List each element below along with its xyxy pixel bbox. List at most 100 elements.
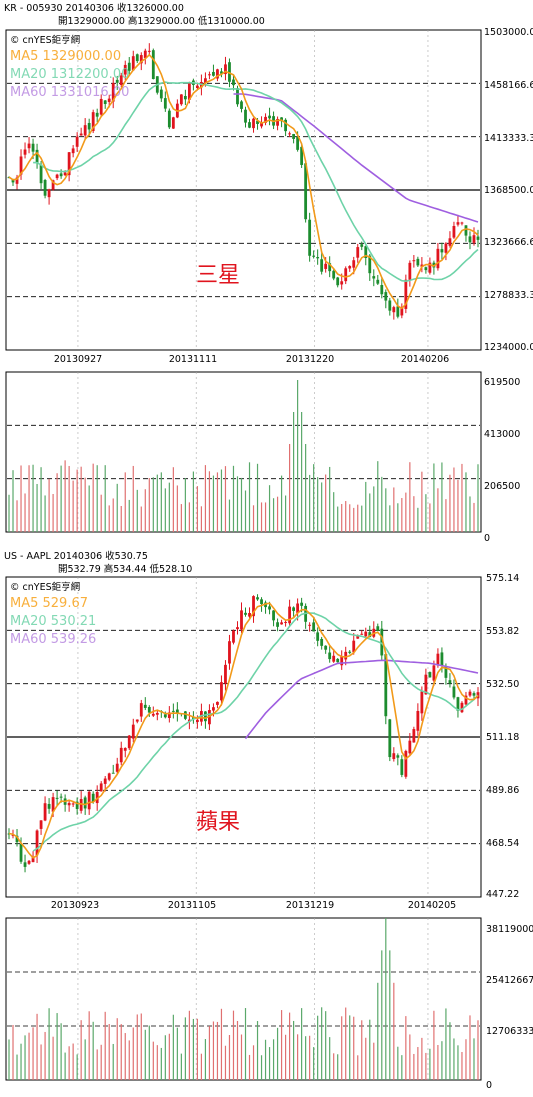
candle-body [95,112,99,117]
candle-body [31,857,35,863]
candle-body [404,279,408,309]
candle-body [472,235,476,243]
samsung-date-tick: 20131111 [169,354,217,365]
candle-body [212,71,215,76]
candle-body [420,264,424,267]
candle-body [436,248,440,269]
candle-body [380,285,384,295]
apple-date-axis: 20130923 20131105 20131219 20140205 [51,900,456,911]
candle-body [143,50,147,58]
candle-body [47,803,51,809]
samsung-price-tick: 1413333.3 [484,133,533,144]
candle-body [252,118,255,129]
candle-body [256,120,259,124]
samsung-price-tick: 1503000.0 [484,27,533,38]
candle-body [51,797,55,812]
candle-body [460,702,464,713]
candle-body [195,85,199,89]
samsung-price-tick: 1368500.0 [484,185,533,196]
apple-ma20-legend: MA20 530.21 [10,614,96,629]
candle-body [91,112,95,132]
candle-body [292,134,296,139]
samsung-price-gridlines [7,30,480,350]
candle-body [448,238,452,246]
apple-volume-tick: 0 [486,1080,492,1091]
samsung-volume-tick: 619500 [484,377,520,388]
candle-body [436,653,440,666]
samsung-volume-bars [8,380,479,532]
apple-price-tick: 532.50 [486,679,519,690]
candle-body [284,621,287,623]
candle-body [91,793,95,802]
candle-body [240,101,243,109]
candle-body [248,612,251,617]
candle-body [151,713,155,716]
candle-body [79,799,83,811]
candle-body [292,607,296,611]
candle-body [440,249,444,253]
candle-body [224,64,227,75]
candle-body [344,268,348,282]
candle-body [260,599,263,605]
candle-body [23,149,27,155]
candle-body [99,98,103,115]
samsung-candles [7,43,480,320]
candle-body [19,843,23,862]
candle-body [268,115,271,119]
apple-header-line2: 開532.79 高534.44 低528.10 [58,563,192,575]
candle-body [183,96,187,100]
candle-body [352,260,356,268]
candle-body [119,75,123,85]
candle-body [236,627,239,630]
candle-body [296,603,300,613]
candle-body [131,724,135,739]
candle-body [340,281,344,285]
candle-body [412,729,416,743]
candle-body [103,778,107,784]
candle-body [424,674,428,695]
candle-body [175,709,179,714]
candle-body [408,262,412,280]
candle-body [111,83,115,102]
candle-body [228,641,231,664]
candle-body [312,622,316,632]
candle-body [348,651,352,653]
candle-body [19,156,23,175]
candle-body [171,117,175,129]
candle-body [167,712,171,718]
candle-body [119,747,123,763]
samsung-price-tick: 1323666.6 [484,237,533,248]
candle-body [83,797,87,809]
candle-body [400,306,404,316]
samsung-price-tick: 1234000.0 [484,342,533,353]
candle-body [428,262,432,273]
candle-body [71,803,75,805]
candle-body [111,772,115,774]
candle-body [320,259,324,272]
candle-body [43,180,47,196]
candle-body [256,597,259,600]
samsung-volume-axis: 619500 413000 206500 0 [484,377,520,544]
candle-body [51,180,55,190]
candle-body [139,703,143,717]
candle-body [59,173,63,177]
apple-header-line1: US - AAPL 20140306 收530.75 [4,550,148,562]
candle-body [400,759,404,775]
candle-body [151,50,155,80]
candle-body [464,695,468,705]
candle-body [75,136,79,147]
candle-body [55,797,59,799]
candle-body [468,691,472,696]
candle-body [179,94,183,105]
candle-body [220,71,223,74]
candle-body [316,632,320,641]
apple-volume-axis: 38119000 25412667 12706333 0 [486,924,533,1091]
samsung-volume-tick: 206500 [484,481,520,492]
samsung-price-tick: 1278833.3 [484,290,533,301]
candle-body [416,258,420,266]
samsung-volume-tick: 413000 [484,429,520,440]
candle-body [123,64,127,75]
apple-price-tick: 511.18 [486,732,519,743]
candle-body [220,682,223,701]
